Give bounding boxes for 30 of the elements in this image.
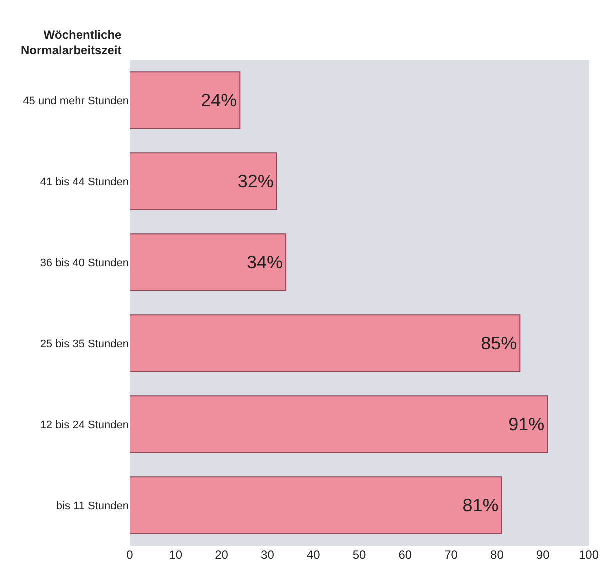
bar (130, 476, 502, 534)
x-tick-label: 100 (578, 548, 600, 562)
x-tick-label: 80 (490, 548, 504, 562)
data-label: 24% (201, 90, 238, 110)
x-tick-label: 50 (352, 548, 366, 562)
x-tick-label: 40 (306, 548, 321, 562)
data-label: 81% (462, 496, 499, 516)
bar (130, 314, 521, 372)
y-tick-label: 41 bis 44 Stunden (40, 176, 129, 188)
y-tick-label: bis 11 Stunden (56, 500, 129, 512)
bar (130, 152, 278, 210)
x-tick-label: 60 (398, 548, 412, 562)
y-tick-label: 25 bis 35 Stunden (40, 338, 129, 350)
x-tick-label: 0 (126, 548, 134, 562)
y-tick-label: 36 bis 40 Stunden (40, 257, 129, 270)
data-label: 32% (238, 172, 274, 192)
y-tick-label: 45 und mehr Stunden (23, 95, 129, 108)
bar (130, 234, 287, 292)
bar (130, 72, 241, 130)
x-tick-label: 30 (261, 548, 275, 562)
y-tick-label: 12 bis 24 Stunden (40, 419, 129, 432)
x-tick-label: 70 (444, 548, 458, 562)
y-axis-title: Wöchentliche Normalarbeitszeit (21, 28, 122, 58)
data-label: 34% (247, 252, 284, 272)
x-tick-label: 90 (536, 548, 550, 562)
data-label: 91% (508, 414, 545, 434)
x-tick-label: 10 (169, 548, 183, 562)
data-label: 85% (481, 334, 518, 354)
bar (130, 396, 548, 454)
x-tick-label: 20 (215, 548, 229, 562)
